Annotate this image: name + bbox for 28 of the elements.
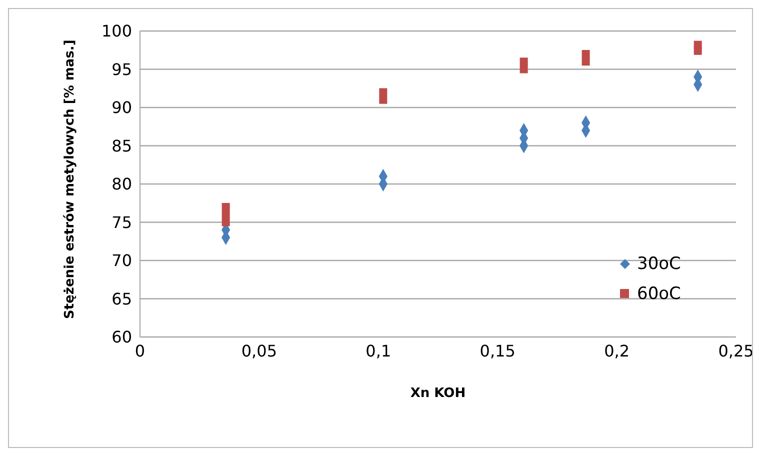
x-tick-label: 0,15 [480, 341, 516, 360]
point [222, 218, 230, 226]
x-tick-label: 0,05 [241, 341, 278, 360]
y-tick-label: 75 [112, 212, 132, 232]
y-tick-label: 95 [112, 60, 132, 79]
x-tick-label: 0,2 [604, 341, 630, 360]
y-tick-label: 65 [112, 289, 132, 308]
point [222, 202, 230, 211]
point [520, 58, 528, 66]
point [379, 96, 388, 104]
y-tick-label: 100 [101, 22, 132, 41]
point [694, 40, 702, 49]
point [520, 65, 528, 74]
y-tick-label: 85 [112, 136, 132, 156]
legend-label: 60oC [637, 284, 681, 304]
x-axis-title: Xn KOH [410, 386, 466, 401]
y-tick-label: 80 [112, 174, 132, 194]
point [582, 50, 590, 58]
y-tick-label: 90 [112, 98, 132, 118]
x-tick-label: 0,1 [366, 341, 392, 360]
point [582, 58, 590, 66]
y-tick-label: 70 [112, 251, 132, 270]
y-tick-label: 60 [112, 328, 132, 347]
point [222, 210, 230, 219]
x-tick-label: 0 [134, 341, 146, 360]
y-axis-title: Stężenie estrów metylowych [% mas.] [62, 40, 78, 319]
point [379, 88, 388, 96]
legend-label: 30oC [637, 254, 681, 274]
